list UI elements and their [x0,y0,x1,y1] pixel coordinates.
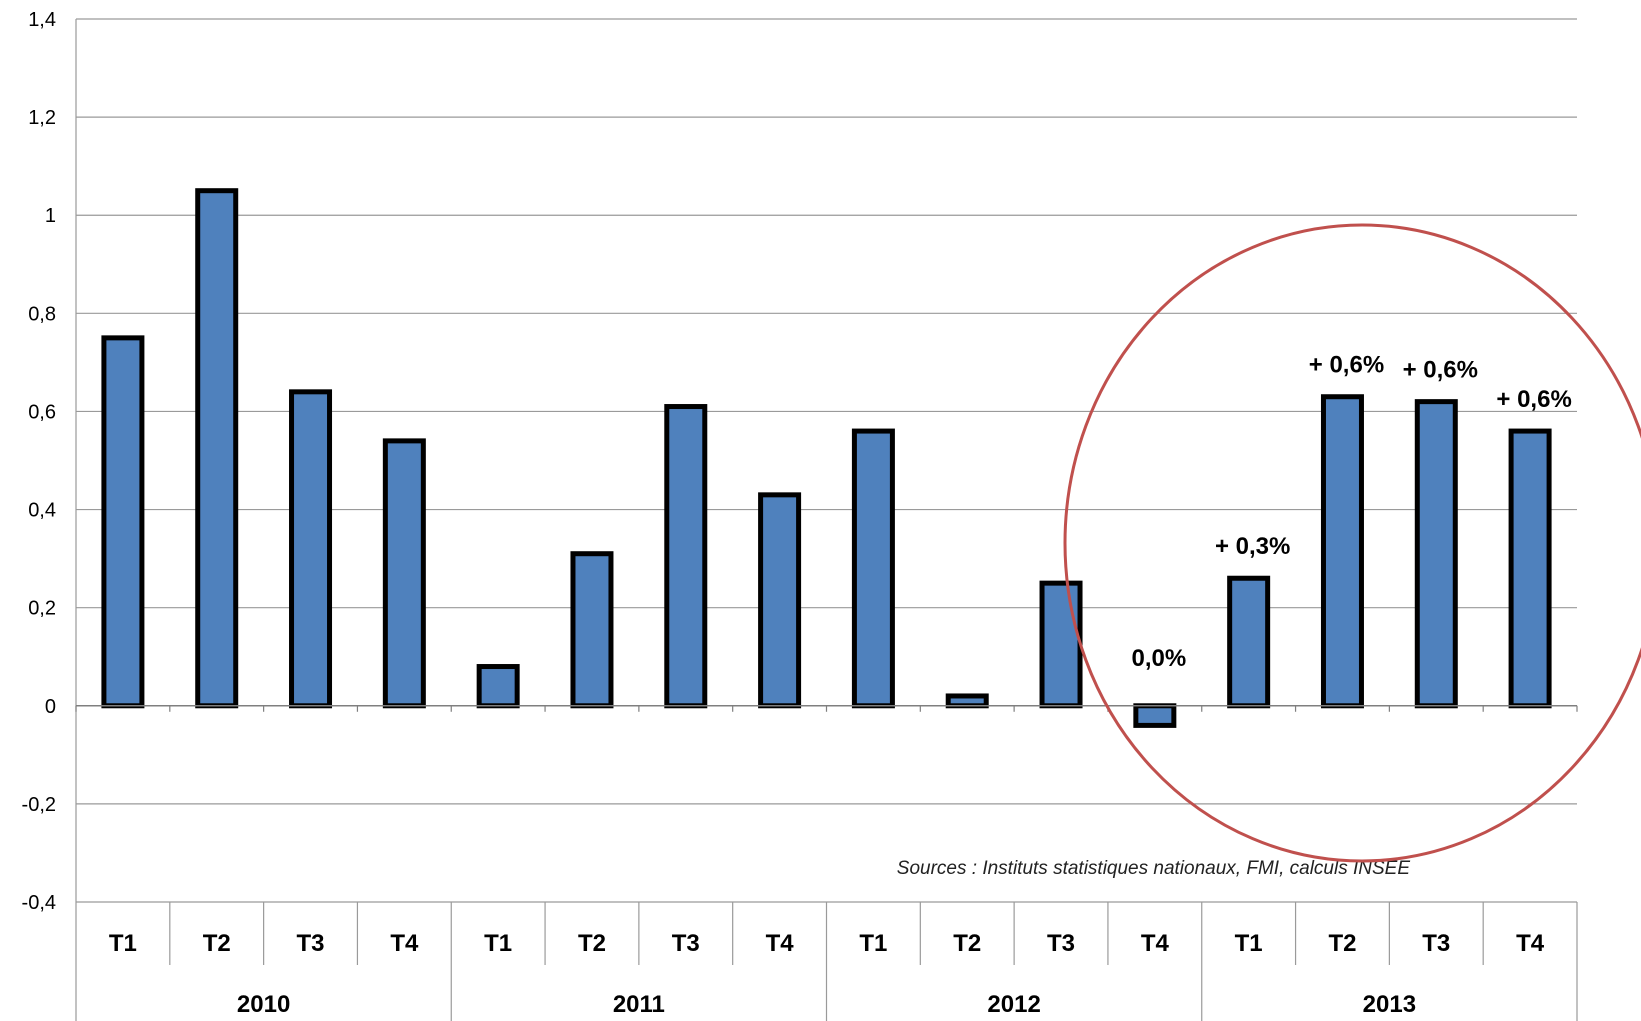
bar [945,693,989,709]
y-tick-label: 0,2 [28,598,56,620]
bars [101,188,1552,728]
bar [476,664,520,709]
x-tick-label: T1 [859,930,887,957]
x-tick-label: T3 [1422,930,1450,957]
bar [1508,428,1552,709]
x-tick-label: T2 [578,930,606,957]
bar [758,492,802,709]
year-group-label: 2011 [613,991,665,1018]
bar [1320,394,1364,709]
bar [570,551,614,709]
y-tick-label: 0,6 [28,401,56,423]
year-group-label: 2012 [987,991,1040,1018]
bar [1227,575,1271,709]
x-tick-label: T4 [1141,930,1170,957]
x-tick-label: T1 [109,930,137,957]
y-tick-label: 1,4 [28,9,56,31]
x-tick-label: T4 [766,930,795,957]
highlight-circle [1063,223,1641,863]
data-label: + 0,6% [1403,357,1478,384]
bar [664,404,708,709]
year-group-label: 2010 [237,991,290,1018]
x-tick-label: T1 [1235,930,1263,957]
data-label: + 0,3% [1215,533,1290,560]
labels: -0,4 -0,2 0 0,2 0,4 0,6 0,8 1 1,2 1,4 T1 T2 T3 T4 T1 T2… [22,9,1572,1018]
data-label: + 0,6% [1309,352,1384,379]
x-tick-label: T4 [1516,930,1545,957]
x-tick-label: T1 [484,930,512,957]
y-tick-label: 0 [45,696,56,718]
y-tick-label: -0,2 [22,794,56,816]
y-tick-label: 0,4 [28,500,56,522]
x-tick-label: T3 [297,930,325,957]
year-group-label: 2013 [1363,991,1416,1018]
y-tick-label: -0,4 [22,892,56,914]
source-note: Sources : Instituts statistiques nationa… [897,858,1411,879]
data-label: + 0,6% [1496,386,1571,413]
bar [1039,580,1083,709]
x-tick-label: T2 [203,930,231,957]
x-tick-label: T3 [1047,930,1075,957]
bar [1133,703,1177,728]
x-tick-label: T4 [390,930,419,957]
data-label: 0,0% [1131,645,1186,672]
x-tick-label: T2 [1328,930,1356,957]
bar [289,389,333,709]
bar [195,188,239,709]
x-tick-label: T2 [953,930,981,957]
bar [1414,399,1458,709]
axes [75,19,1578,1021]
x-tick-label: T3 [672,930,700,957]
bar [851,428,895,709]
bar [101,335,145,709]
y-tick-label: 0,8 [28,303,56,325]
y-tick-label: 1,2 [28,107,56,129]
bar [382,438,426,709]
y-tick-label: 1 [45,205,56,227]
